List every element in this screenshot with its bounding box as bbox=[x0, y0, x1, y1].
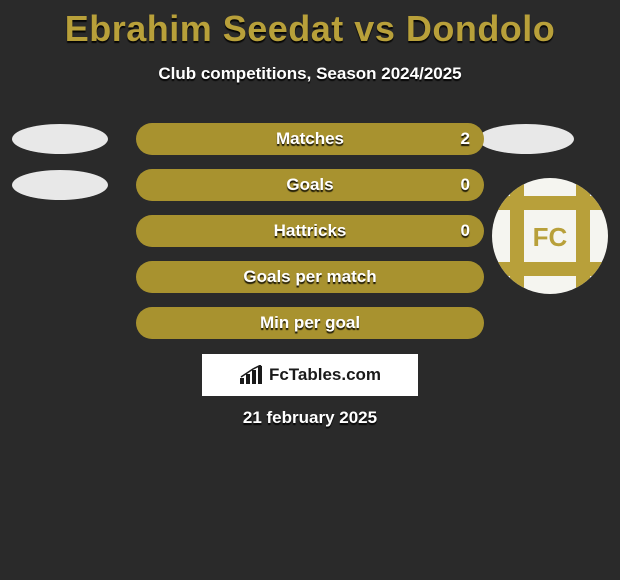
watermark-text: FcTables.com bbox=[269, 365, 381, 385]
player-left-marker bbox=[12, 124, 108, 154]
stat-label: Min per goal bbox=[260, 313, 360, 333]
stat-value: 0 bbox=[461, 175, 470, 195]
badge-stripe bbox=[492, 262, 608, 276]
stat-row: Matches 2 bbox=[0, 116, 620, 162]
stat-label: Hattricks bbox=[274, 221, 347, 241]
player-left-marker bbox=[12, 170, 108, 200]
badge-letters: FC bbox=[533, 222, 568, 252]
comparison-card: Ebrahim Seedat vs Dondolo Club competiti… bbox=[0, 0, 620, 580]
stat-pill: Goals 0 bbox=[136, 169, 484, 201]
badge-stripe bbox=[492, 196, 608, 210]
player-right-marker bbox=[478, 124, 574, 154]
stat-pill: Min per goal bbox=[136, 307, 484, 339]
badge-stripe bbox=[576, 178, 590, 294]
stat-pill: Matches 2 bbox=[136, 123, 484, 155]
bar-chart-icon bbox=[239, 365, 265, 385]
stat-row: Min per goal bbox=[0, 300, 620, 346]
club-badge: FC bbox=[492, 178, 608, 294]
badge-stripe bbox=[510, 178, 524, 294]
stat-pill: Hattricks 0 bbox=[136, 215, 484, 247]
page-title: Ebrahim Seedat vs Dondolo bbox=[0, 0, 620, 50]
club-badge-icon: FC bbox=[492, 178, 608, 294]
stat-label: Matches bbox=[276, 129, 344, 149]
stat-label: Goals bbox=[286, 175, 333, 195]
stat-value: 0 bbox=[461, 221, 470, 241]
date-label: 21 february 2025 bbox=[0, 408, 620, 428]
stat-pill: Goals per match bbox=[136, 261, 484, 293]
stat-value: 2 bbox=[461, 129, 470, 149]
watermark: FcTables.com bbox=[202, 354, 418, 396]
subtitle: Club competitions, Season 2024/2025 bbox=[0, 64, 620, 84]
stat-label: Goals per match bbox=[243, 267, 376, 287]
